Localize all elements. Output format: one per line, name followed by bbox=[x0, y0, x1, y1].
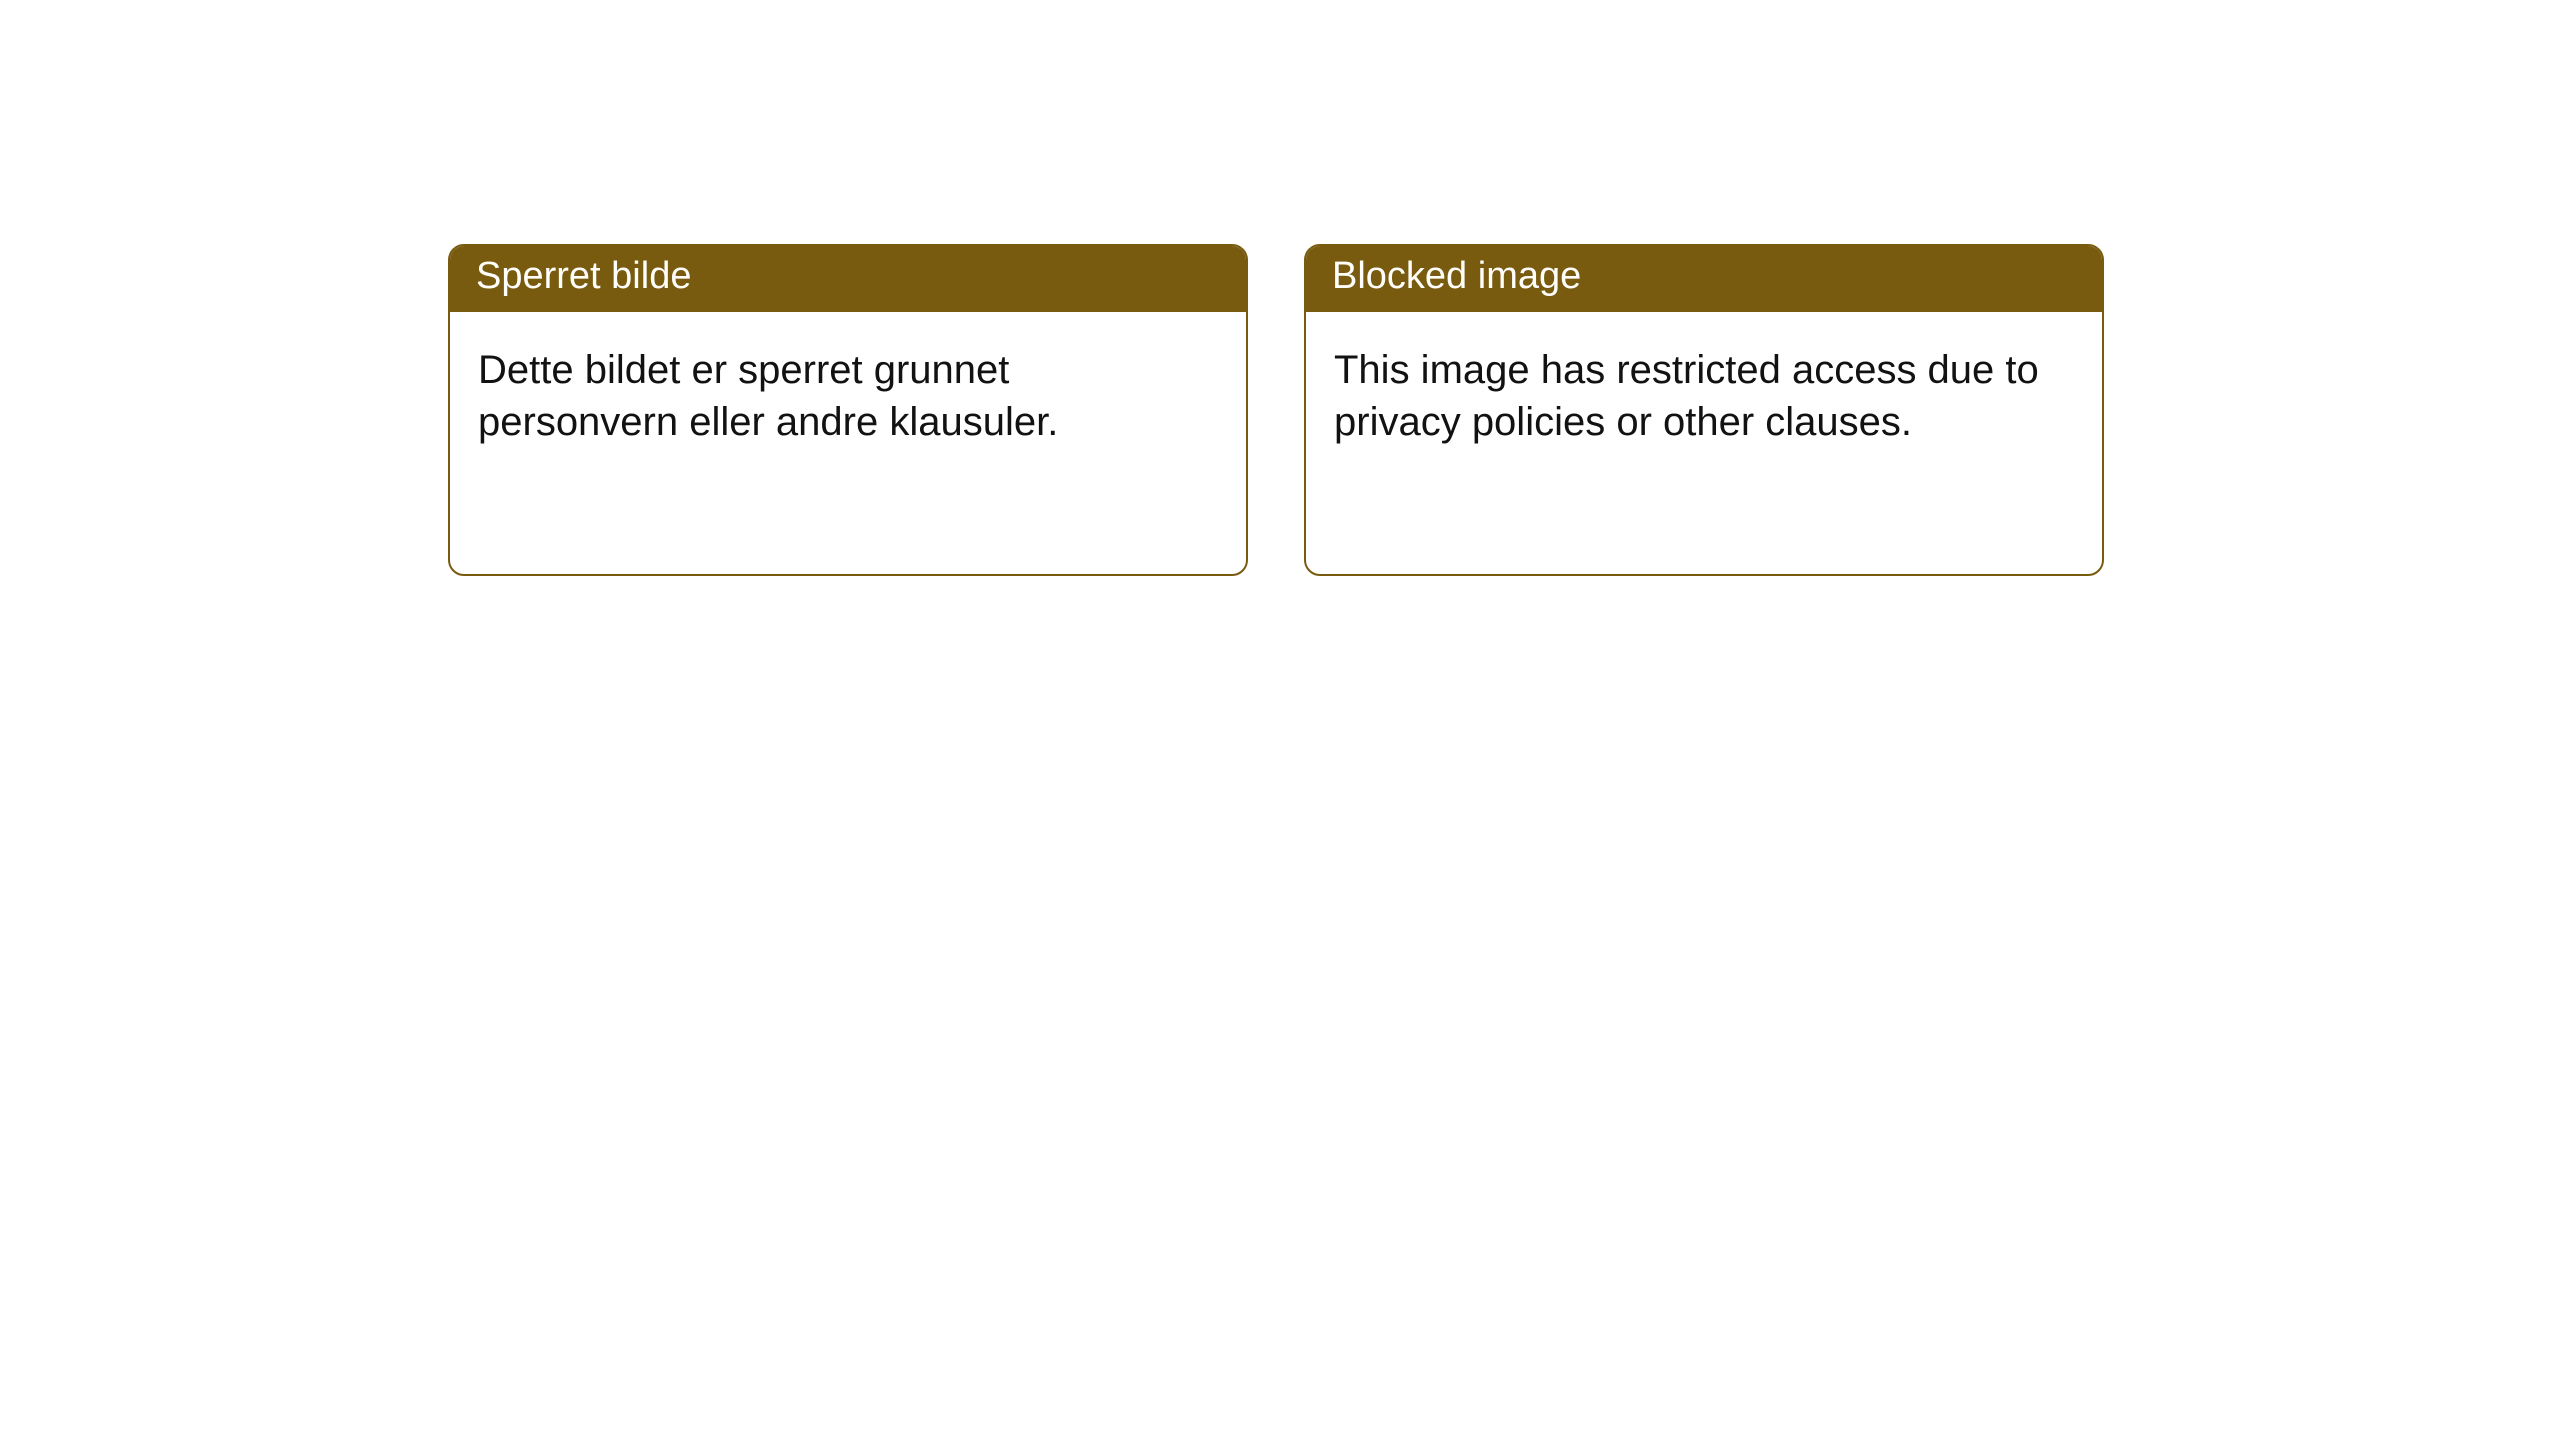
notice-cards-container: Sperret bilde Dette bildet er sperret gr… bbox=[0, 0, 2560, 576]
blocked-image-card-en: Blocked image This image has restricted … bbox=[1304, 244, 2104, 576]
card-body-no: Dette bildet er sperret grunnet personve… bbox=[450, 312, 1246, 480]
card-header-en: Blocked image bbox=[1306, 246, 2102, 312]
card-body-en: This image has restricted access due to … bbox=[1306, 312, 2102, 480]
card-header-no: Sperret bilde bbox=[450, 246, 1246, 312]
blocked-image-card-no: Sperret bilde Dette bildet er sperret gr… bbox=[448, 244, 1248, 576]
